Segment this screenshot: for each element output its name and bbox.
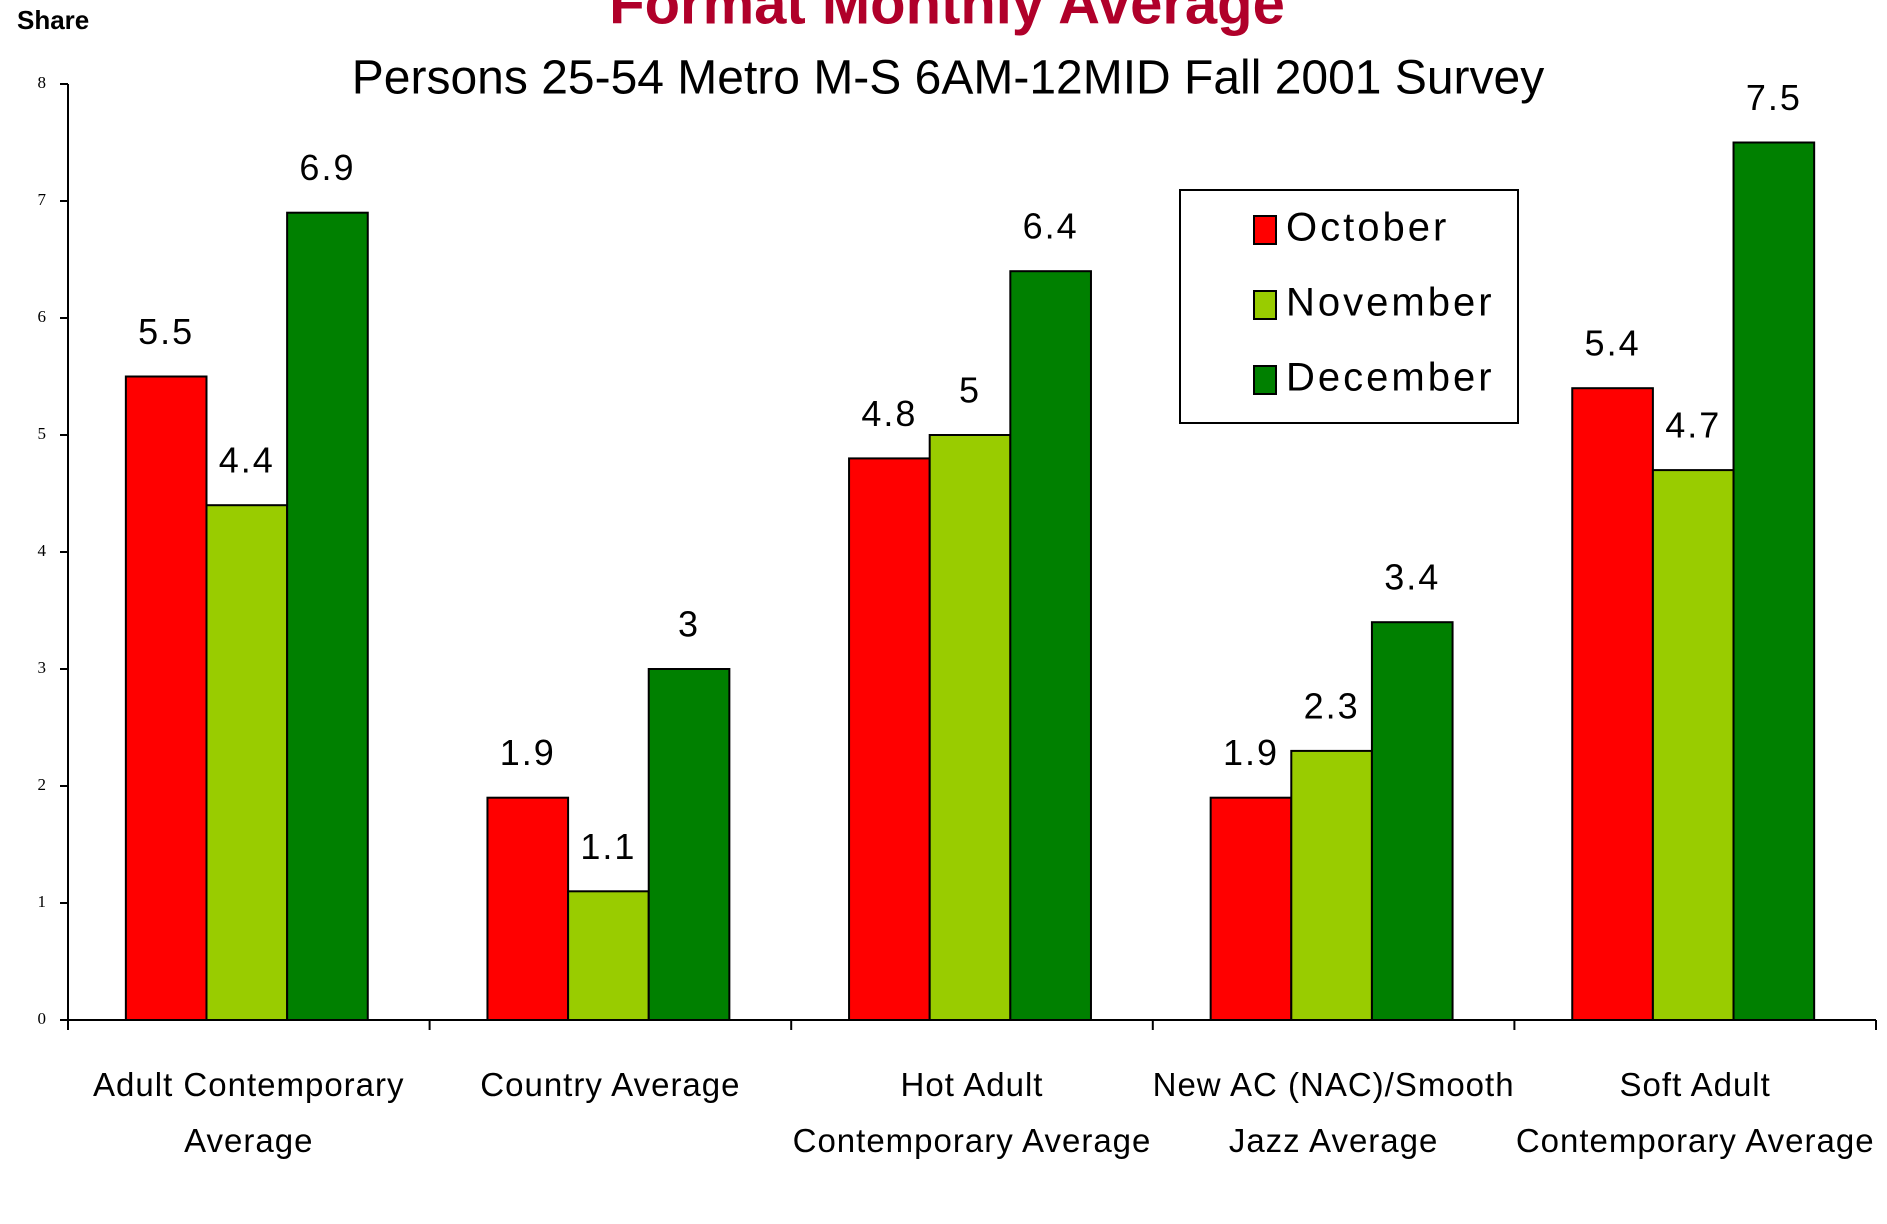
- y-tick-label: 1: [38, 892, 47, 911]
- data-label: 7.5: [1746, 77, 1802, 118]
- y-tick-label: 4: [38, 541, 47, 560]
- bar: [286, 211, 369, 1021]
- y-tick-label: 8: [38, 73, 47, 92]
- bar: [1571, 387, 1654, 1021]
- x-tick-label: New AC (NAC)/Smooth Jazz Average: [1152, 1066, 1515, 1159]
- x-tick-label: Adult Contemporary Average: [93, 1066, 405, 1159]
- y-tick-label: 5: [38, 424, 47, 443]
- y-tick-label: 0: [38, 1009, 47, 1028]
- chart-title: Format Monthly Average: [609, 0, 1285, 36]
- data-label: 1.9: [500, 732, 556, 773]
- bar: [848, 457, 931, 1021]
- bar: [1290, 749, 1373, 1022]
- data-label: 5.5: [138, 311, 194, 352]
- y-tick-label: 7: [38, 190, 47, 209]
- legend-swatch: [1253, 215, 1277, 245]
- bar: [1370, 621, 1454, 1021]
- x-tick-label: Country Average: [480, 1066, 741, 1103]
- x-tick-label: Hot Adult Contemporary Average: [792, 1066, 1152, 1159]
- legend-swatch: [1253, 365, 1277, 395]
- bar: [1209, 796, 1293, 1022]
- data-label: 4.8: [861, 393, 917, 434]
- data-label: 4.4: [219, 440, 275, 481]
- bar: [928, 434, 1012, 1021]
- legend-swatch: [1253, 290, 1277, 320]
- y-tick-label: 6: [38, 307, 47, 326]
- legend-label: November: [1286, 281, 1495, 325]
- data-label: 6.4: [1023, 206, 1079, 247]
- data-label: 2.3: [1304, 685, 1360, 726]
- bar: [1651, 469, 1735, 1022]
- bar: [1732, 141, 1816, 1021]
- bar: [124, 375, 208, 1021]
- bar: [1009, 270, 1092, 1021]
- data-label: 5.4: [1585, 323, 1641, 364]
- y-tick-label: 2: [38, 775, 47, 794]
- data-label: 3.4: [1384, 557, 1440, 598]
- y-tick-label: 3: [38, 658, 47, 677]
- data-label: 5: [959, 370, 981, 411]
- legend-label: October: [1286, 206, 1449, 250]
- legend-box: [1179, 189, 1519, 424]
- bar: [647, 668, 731, 1021]
- bar: [486, 796, 570, 1022]
- y-axis-label: Share: [17, 5, 89, 35]
- x-tick-label: Soft Adult Contemporary Average: [1515, 1066, 1875, 1159]
- chart-subtitle: Persons 25-54 Metro M-S 6AM-12MID Fall 2…: [352, 52, 1544, 105]
- data-label: 3: [678, 604, 700, 645]
- bar: [567, 890, 650, 1021]
- data-label: 1.9: [1223, 732, 1279, 773]
- data-label: 6.9: [299, 147, 355, 188]
- legend-label: December: [1286, 356, 1495, 400]
- bar: [205, 504, 289, 1021]
- data-label: 4.7: [1665, 405, 1721, 446]
- data-label: 1.1: [580, 826, 636, 867]
